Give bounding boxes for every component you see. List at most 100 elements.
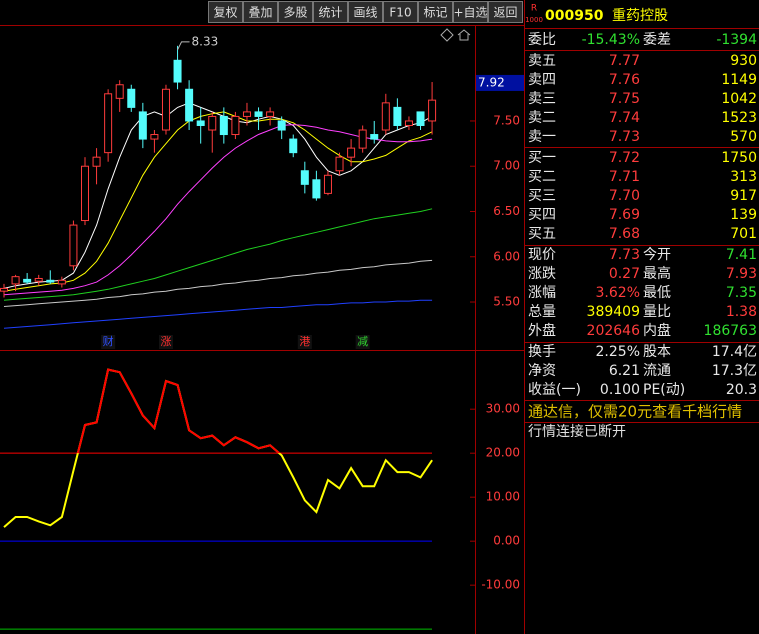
toolbar-label[interactable]: +自选 <box>453 6 487 20</box>
quote-label: 卖五 <box>528 53 556 69</box>
quote-label: 涨幅 <box>528 285 556 301</box>
quote-label: 买四 <box>528 207 556 223</box>
toolbar-label[interactable]: F10 <box>389 6 411 20</box>
toolbar-button[interactable] <box>488 1 523 23</box>
toolbar-button[interactable] <box>453 1 488 23</box>
event-marker <box>158 335 173 349</box>
candle-body <box>242 111 251 117</box>
indicator-line-above <box>76 368 281 454</box>
toolbar-button[interactable] <box>418 1 453 23</box>
candle-body <box>231 115 240 136</box>
quote-value: 2.25% <box>596 344 640 360</box>
toolbar-label[interactable]: 画线 <box>353 6 377 20</box>
quote-label: 卖三 <box>528 91 556 107</box>
diamond-icon[interactable] <box>440 28 454 42</box>
max-leader <box>177 41 190 51</box>
quote-value: 930 <box>730 53 757 69</box>
quote-value: -15.43% <box>582 32 640 48</box>
toolbar-button[interactable] <box>243 1 278 23</box>
event-marker <box>101 335 116 349</box>
candle-body <box>404 120 413 126</box>
event-label[interactable]: 财 <box>103 334 114 348</box>
quote-value: 1750 <box>721 150 757 166</box>
toolbar-label[interactable]: 多股 <box>283 6 307 20</box>
price-marker <box>476 74 524 91</box>
moving-average <box>3 102 433 289</box>
quote-label: 买三 <box>528 188 556 204</box>
y-tick-label: 7.00 <box>493 159 520 173</box>
toolbar-label[interactable]: 标记 <box>423 6 447 20</box>
candle-body <box>277 120 286 131</box>
candle-body <box>393 106 402 126</box>
candle-body <box>381 102 390 131</box>
quote-label: 收益(一) <box>528 382 581 398</box>
candle-body <box>185 88 194 122</box>
quote-value: 570 <box>730 129 757 145</box>
event-marker <box>355 335 370 349</box>
toolbar-label[interactable]: 叠加 <box>248 6 272 20</box>
quote-value: 7.69 <box>609 207 640 223</box>
quote-value: 17.3亿 <box>712 363 757 379</box>
quote-value: 7.70 <box>609 188 640 204</box>
quote-value: 139 <box>730 207 757 223</box>
toolbar-button[interactable] <box>348 1 383 23</box>
candle-body <box>34 277 43 282</box>
candle-body <box>57 279 66 285</box>
event-label[interactable]: 港 <box>299 335 310 348</box>
quote-value: 7.73 <box>609 129 640 145</box>
quote-label: 今开 <box>643 247 671 263</box>
toolbar-button[interactable] <box>278 1 313 23</box>
candle-body <box>115 84 124 99</box>
quote-value: 7.73 <box>609 247 640 263</box>
quote-value: 7.93 <box>726 266 757 282</box>
quote-value: 186763 <box>704 323 757 339</box>
toolbar-label[interactable]: 复权 <box>213 6 237 20</box>
quote-value: 202646 <box>587 323 641 339</box>
quote-label: PE(动) <box>643 382 685 398</box>
candle-body <box>161 88 170 131</box>
toolbar-button[interactable] <box>383 1 418 23</box>
quote-label: 量比 <box>643 304 671 320</box>
quote-value: 7.35 <box>726 285 757 301</box>
quote-label: 最低 <box>643 285 671 301</box>
candle-body <box>69 224 78 267</box>
quote-label: 卖二 <box>528 110 556 126</box>
candle-body <box>0 287 8 292</box>
y-tick-label: 20.00 <box>486 446 520 460</box>
quote-label: 涨跌 <box>528 266 556 282</box>
quote-value: 6.21 <box>609 363 640 379</box>
quote-value: 389409 <box>587 304 640 320</box>
toolbar-label[interactable]: 返回 <box>493 6 517 20</box>
quote-label: 卖四 <box>528 72 556 88</box>
moving-average <box>3 208 433 301</box>
status: 行情连接已断开 <box>528 423 626 440</box>
event-marker <box>297 335 312 349</box>
flag: R <box>531 4 537 14</box>
quote-value: 701 <box>730 226 757 242</box>
quote-label: 换手 <box>528 343 556 360</box>
quote-label: 现价 <box>528 247 556 263</box>
candle-body <box>335 156 344 172</box>
candle-body <box>104 93 113 154</box>
quote-value: 313 <box>730 169 757 185</box>
y-tick-label: 5.50 <box>493 295 520 309</box>
toolbar-label[interactable]: 统计 <box>318 6 342 20</box>
candle-body <box>219 115 228 136</box>
candle-body <box>23 278 32 283</box>
quote-label: 委差 <box>643 32 671 48</box>
quote-value: 1523 <box>721 110 757 126</box>
notice[interactable]: 通达信，仅需20元查看千档行情 <box>528 403 742 421</box>
quote-value: 7.74 <box>609 110 640 126</box>
y-tick-label: 6.50 <box>493 204 520 218</box>
event-label[interactable]: 涨 <box>160 335 171 348</box>
event-label[interactable]: 减 <box>357 335 368 348</box>
candle-body <box>254 111 263 117</box>
candle-body <box>46 279 55 283</box>
candle-body <box>347 147 356 158</box>
candle-body <box>416 111 425 126</box>
home-icon[interactable] <box>457 29 471 41</box>
quote-value: -1394 <box>716 32 757 48</box>
quote-value: 7.72 <box>609 150 640 166</box>
toolbar-button[interactable] <box>313 1 348 23</box>
toolbar-button[interactable] <box>208 1 243 23</box>
